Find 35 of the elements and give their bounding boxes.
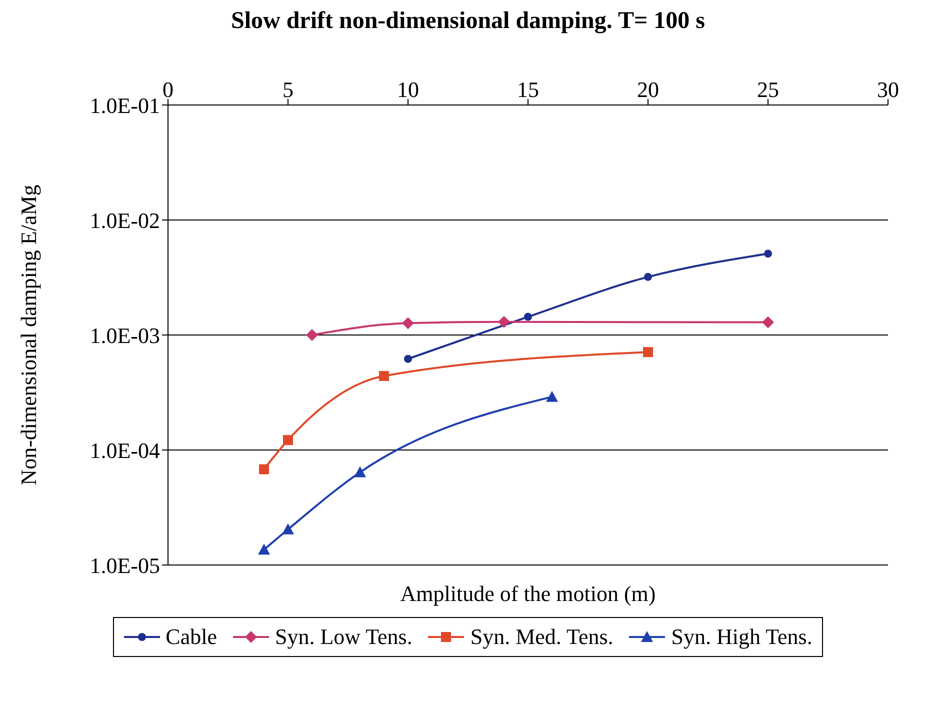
point [379,371,389,382]
point [404,354,412,363]
x-tick-label: 15 [517,77,539,102]
x-tick-label: 20 [637,77,659,102]
point [498,316,510,328]
point [546,390,558,402]
x-tick-label: 30 [877,77,899,102]
x-tick-label: 10 [397,77,419,102]
x-tick-label: 0 [162,77,174,102]
legend-label: Syn. Med. Tens. [470,624,614,650]
point [524,312,532,321]
legend-label: Syn. High Tens. [671,624,812,650]
y-tick-label: 1.0E-05 [90,552,160,578]
point [764,250,772,258]
y-tick-label: 1.0E-04 [90,438,160,463]
point [259,464,269,474]
point [258,544,270,555]
point [306,329,318,341]
point [762,316,774,328]
chart-title: Slow drift non-dimensional damping. T= 100 s [230,8,706,35]
point [283,435,293,446]
x-axis-title: Amplitude of the motion (m) [399,581,657,607]
x-tick-label: 5 [282,77,294,102]
y-tick-label: 1.0E-01 [90,92,160,118]
point [644,272,652,281]
y-axis-title: Non-dimensional damping E/aMg [16,184,41,486]
y-tick-label: 1.0E-02 [90,208,160,233]
point [354,466,366,478]
point [643,347,653,358]
y-tick-label: 1.0E-03 [90,322,160,348]
x-tick-label: 25 [757,77,779,102]
point [402,317,414,330]
legend-label: Syn. Low Tens. [274,624,412,650]
point [282,523,294,534]
legend-label: Cable [166,624,217,650]
